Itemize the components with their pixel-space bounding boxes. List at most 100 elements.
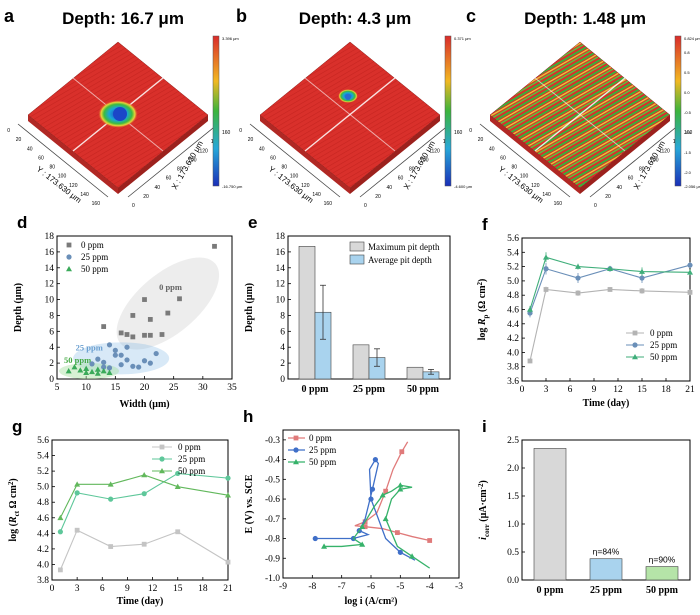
y-axis-label-part: ) [8, 478, 19, 481]
surface-axis [479, 123, 571, 198]
x-tick-label: 12 [148, 584, 158, 594]
x-tick-label: 0 [520, 385, 525, 395]
panel-letter: e [248, 213, 257, 232]
data-point [159, 444, 165, 450]
y-tick-label: 12 [45, 280, 55, 290]
x-tick-label: 0 [50, 584, 55, 594]
y-tick-label: 5.2 [507, 263, 519, 273]
data-point [293, 459, 299, 465]
y-tick-label: 0.0 [507, 576, 519, 586]
bar-annotation: η=84% [593, 547, 620, 557]
data-point [101, 359, 107, 365]
surface-tick-label: 40 [259, 146, 265, 152]
surface-edge [118, 115, 208, 194]
data-point [607, 265, 613, 272]
surface-tick-label: 40 [617, 185, 623, 191]
y-axis-label-part: 2 [476, 281, 484, 285]
y-tick-label: 5.0 [37, 483, 49, 493]
x-axis-label: Time (day) [117, 596, 164, 607]
series-line [529, 256, 691, 310]
x-tick-label: 9 [125, 584, 130, 594]
y-axis-label: Depth (μm) [13, 283, 24, 332]
data-point [379, 492, 386, 498]
y-tick-label: 4.2 [507, 334, 519, 344]
surface-title: Depth: 1.48 μm [524, 9, 646, 28]
bar [589, 558, 623, 581]
legend-label: 0 ppm [650, 328, 673, 338]
data-point [383, 488, 389, 494]
y-tick-label: -0.9 [265, 554, 280, 564]
data-point [106, 369, 113, 375]
data-point [225, 475, 231, 481]
y-tick-label: 3.8 [37, 576, 49, 586]
y-tick-label: 3.6 [507, 377, 519, 387]
legend-label: 25 ppm [309, 445, 336, 455]
surface-tick-label: 60 [398, 176, 404, 182]
y-tick-label: -0.4 [265, 456, 280, 466]
panel-f: f 0 3 6 9 12 15 18 21 3.6 3.8 4.0 4.2 4.4 4.6 4.8 5.0 5.2… [476, 215, 695, 409]
data-point [382, 515, 389, 522]
data-point [575, 275, 581, 281]
data-point [130, 334, 136, 340]
x-axis-label: Width (μm) [119, 399, 169, 410]
data-point [153, 350, 159, 357]
legend-label: 25 ppm [650, 340, 677, 350]
y-tick-label: 14 [45, 264, 55, 274]
panel-g: g 0 3 6 9 12 15 18 21 3.8 4.0 4.2 4.4 4.6 4.8 5.0 5.2 5.4… [7, 417, 233, 607]
x-axis-label: Time (day) [583, 398, 630, 409]
y-axis-label-part: ct [13, 510, 21, 516]
y-tick-label: 4 [280, 343, 285, 353]
data-point [74, 527, 80, 533]
x-tick-label: -8 [308, 582, 316, 592]
x-tick-label: 6 [100, 584, 105, 594]
surface-tick-label: 60 [38, 155, 44, 161]
data-point [165, 310, 171, 316]
x-category-label: 0 ppm [537, 585, 565, 596]
series-line [59, 529, 229, 571]
colorbar-tick: -1.5 [684, 150, 692, 155]
y-tick-label: 8 [280, 311, 285, 321]
data-point [575, 263, 581, 269]
surface-tick-label: 120 [531, 183, 540, 189]
y-tick-label: 4.0 [37, 560, 49, 570]
colorbar-tick: -0.5 [684, 110, 692, 115]
data-point [687, 262, 693, 268]
y-tick-label: 16 [276, 248, 286, 258]
data-point [639, 268, 645, 274]
series-line [324, 484, 431, 569]
data-point [399, 449, 405, 455]
y-tick-label: 0 [49, 375, 54, 385]
colorbar-min: -16.750 μm [222, 184, 243, 189]
y-axis-label: log (Rct Ω cm2) [7, 478, 21, 541]
data-point [175, 470, 181, 477]
data-point [397, 486, 404, 492]
data-point [359, 523, 366, 529]
legend-label: Average pit depth [368, 255, 432, 265]
surface-tick-label: 120 [69, 183, 78, 189]
colorbar-max: 3.396 μm [222, 36, 239, 41]
data-point [543, 254, 549, 260]
surface-edge [490, 115, 580, 194]
data-point [141, 472, 148, 478]
data-point [101, 364, 107, 370]
data-point [147, 332, 153, 338]
x-tick-label: 15 [173, 584, 183, 594]
data-point [142, 332, 147, 338]
x-tick-label: -5 [396, 582, 404, 592]
y-tick-label: 1.5 [507, 492, 519, 502]
legend-swatch [349, 254, 365, 265]
x-tick-label: -4 [426, 582, 434, 592]
y-axis-label-part: R [477, 318, 488, 326]
colorbar-min: -2.056 μm [684, 184, 700, 189]
data-point [57, 529, 63, 535]
x-tick-label: 21 [685, 385, 695, 395]
surface-axis [249, 123, 341, 198]
y-tick-label: 0 [280, 375, 285, 385]
data-point [159, 468, 165, 474]
data-point [395, 530, 400, 536]
colorbar-tick: -2.0 [684, 170, 692, 175]
legend-label: 0 ppm [309, 433, 332, 443]
data-point [112, 352, 118, 358]
data-point [321, 543, 328, 549]
